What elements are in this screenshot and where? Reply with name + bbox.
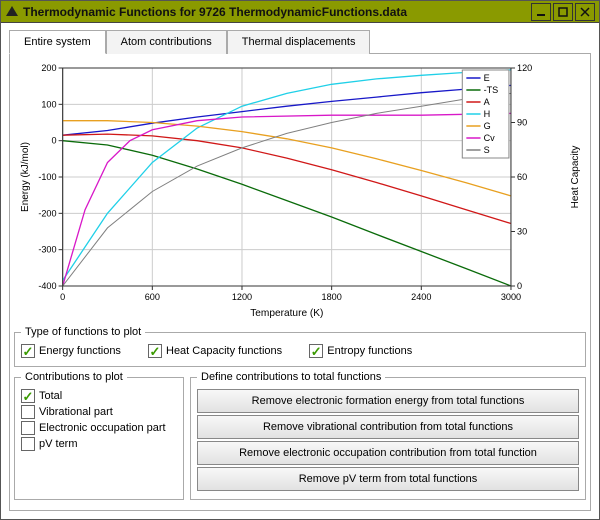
btn-remove-vibrational[interactable]: Remove vibrational contribution from tot… xyxy=(197,415,579,439)
close-button[interactable] xyxy=(575,3,595,21)
content-area: Entire system Atom contributions Thermal… xyxy=(1,23,599,519)
checkbox-energy-functions[interactable] xyxy=(21,344,35,358)
define-contributions-group: Define contributions to total functions … xyxy=(190,371,586,500)
svg-text:Temperature (K): Temperature (K) xyxy=(250,308,323,319)
label-vibrational: Vibrational part xyxy=(39,406,113,418)
label-total: Total xyxy=(39,390,62,402)
label-heat-capacity-functions: Heat Capacity functions xyxy=(166,345,282,357)
checkbox-entropy-functions[interactable] xyxy=(309,344,323,358)
app-window: Thermodynamic Functions for 9726 Thermod… xyxy=(0,0,600,520)
check-entropy-functions: Entropy functions xyxy=(309,344,412,358)
type-of-functions-legend: Type of functions to plot xyxy=(21,326,145,338)
svg-text:S: S xyxy=(484,145,490,155)
svg-text:0: 0 xyxy=(60,292,65,302)
tab-page-entire-system: 06001200180024003000-400-300-200-1000100… xyxy=(9,54,591,511)
checkbox-electronic-occupation[interactable] xyxy=(21,421,35,435)
checkbox-heat-capacity-functions[interactable] xyxy=(148,344,162,358)
thermo-chart: 06001200180024003000-400-300-200-1000100… xyxy=(16,60,584,320)
checkbox-vibrational[interactable] xyxy=(21,405,35,419)
label-electronic-occupation: Electronic occupation part xyxy=(39,422,166,434)
chart-area: 06001200180024003000-400-300-200-1000100… xyxy=(16,60,584,320)
label-entropy-functions: Entropy functions xyxy=(327,345,412,357)
contributions-legend: Contributions to plot xyxy=(21,371,127,383)
svg-text:Heat Capacity: Heat Capacity xyxy=(570,145,581,209)
svg-text:600: 600 xyxy=(145,292,160,302)
checkbox-pv-term[interactable] xyxy=(21,437,35,451)
svg-text:H: H xyxy=(484,109,491,119)
svg-text:0: 0 xyxy=(51,136,56,146)
svg-text:1800: 1800 xyxy=(322,292,342,302)
svg-text:0: 0 xyxy=(517,281,522,291)
tab-atom-contributions[interactable]: Atom contributions xyxy=(106,30,227,54)
svg-text:Cv: Cv xyxy=(484,133,496,143)
svg-text:-400: -400 xyxy=(38,281,56,291)
define-contributions-legend: Define contributions to total functions xyxy=(197,371,385,383)
svg-text:90: 90 xyxy=(517,118,527,128)
label-energy-functions: Energy functions xyxy=(39,345,121,357)
svg-text:-300: -300 xyxy=(38,245,56,255)
maximize-button[interactable] xyxy=(553,3,573,21)
check-heat-capacity-functions: Heat Capacity functions xyxy=(148,344,282,358)
tab-thermal-displacements[interactable]: Thermal displacements xyxy=(227,30,371,54)
svg-text:-TS: -TS xyxy=(484,85,499,95)
svg-text:1200: 1200 xyxy=(232,292,252,302)
svg-text:G: G xyxy=(484,121,491,131)
type-of-functions-group: Type of functions to plot Energy functio… xyxy=(14,326,586,367)
svg-text:30: 30 xyxy=(517,227,527,237)
svg-text:2400: 2400 xyxy=(411,292,431,302)
checkbox-total[interactable] xyxy=(21,389,35,403)
svg-text:3000: 3000 xyxy=(501,292,521,302)
window-title: Thermodynamic Functions for 9726 Thermod… xyxy=(23,5,529,19)
label-pv-term: pV term xyxy=(39,438,78,450)
check-energy-functions: Energy functions xyxy=(21,344,121,358)
svg-text:Energy (kJ/mol): Energy (kJ/mol) xyxy=(20,142,31,212)
contributions-group: Contributions to plot Total Vibrational … xyxy=(14,371,184,500)
svg-text:120: 120 xyxy=(517,63,532,73)
app-icon xyxy=(5,5,19,19)
tab-entire-system[interactable]: Entire system xyxy=(9,30,106,54)
btn-remove-electronic-occupation[interactable]: Remove electronic occupation contributio… xyxy=(197,441,579,465)
svg-text:60: 60 xyxy=(517,172,527,182)
svg-text:-200: -200 xyxy=(38,208,56,218)
minimize-button[interactable] xyxy=(531,3,551,21)
btn-remove-electronic-formation[interactable]: Remove electronic formation energy from … xyxy=(197,389,579,413)
svg-text:A: A xyxy=(484,97,491,107)
svg-text:E: E xyxy=(484,73,490,83)
titlebar: Thermodynamic Functions for 9726 Thermod… xyxy=(1,1,599,23)
svg-text:100: 100 xyxy=(41,99,56,109)
bottom-row: Contributions to plot Total Vibrational … xyxy=(14,371,586,504)
svg-text:-100: -100 xyxy=(38,172,56,182)
svg-text:200: 200 xyxy=(41,63,56,73)
tab-bar: Entire system Atom contributions Thermal… xyxy=(9,29,591,54)
btn-remove-pv-term[interactable]: Remove pV term from total functions xyxy=(197,467,579,491)
